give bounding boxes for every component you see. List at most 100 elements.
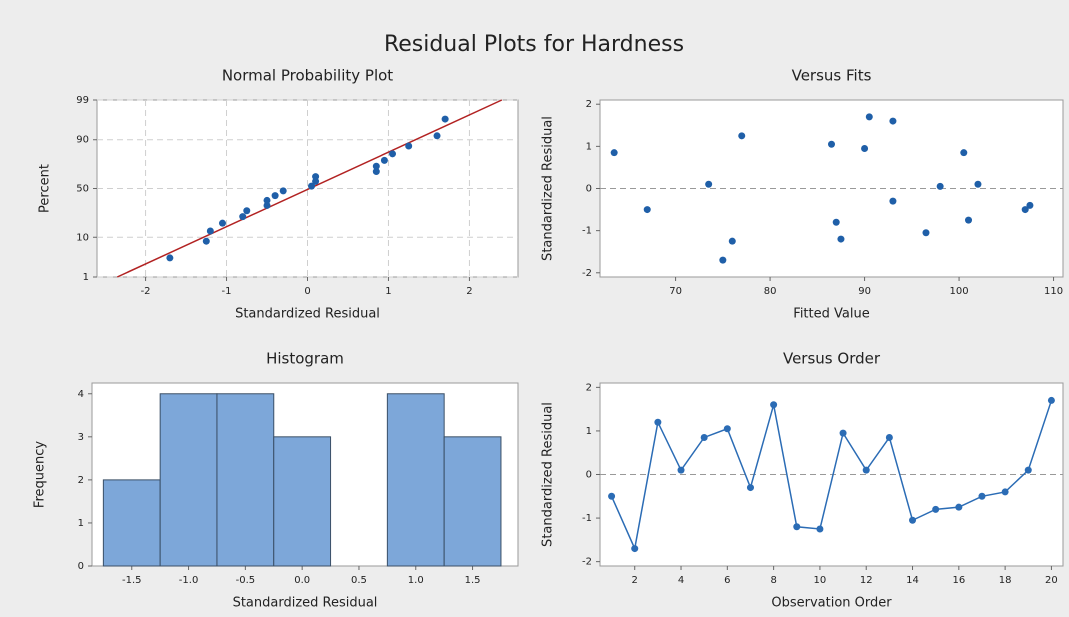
point	[861, 144, 869, 152]
y-axis-label: Standardized Residual	[541, 402, 556, 547]
x-tick-label: 20	[1045, 575, 1058, 586]
y-tick-label: -1	[582, 513, 592, 524]
y-tick-label: 10	[76, 232, 89, 243]
point	[218, 219, 226, 227]
y-tick-label: 0	[586, 184, 592, 195]
point	[728, 237, 736, 245]
point	[312, 177, 320, 185]
point	[643, 206, 651, 214]
x-axis-label: Fitted Value	[793, 307, 869, 322]
x-axis-label: Standardized Residual	[235, 307, 380, 322]
x-tick-label: 0	[304, 286, 310, 297]
point	[239, 213, 247, 221]
point	[243, 207, 251, 215]
x-tick-label: 80	[764, 286, 777, 297]
chart-title: Normal Probability Plot	[222, 67, 393, 85]
x-tick-label: 16	[952, 575, 965, 586]
point	[263, 201, 271, 209]
x-tick-label: 1	[385, 286, 391, 297]
point	[889, 117, 897, 125]
point	[865, 113, 873, 121]
y-tick-label: 1	[586, 141, 592, 152]
x-tick-label: 110	[1044, 286, 1063, 297]
x-tick-label: -1.5	[122, 575, 142, 586]
point	[909, 516, 917, 524]
y-tick-label: 0	[78, 561, 84, 572]
point	[978, 492, 986, 500]
x-tick-label: 4	[678, 575, 684, 586]
point	[955, 503, 963, 511]
point	[1021, 206, 1029, 214]
point	[279, 187, 287, 195]
x-tick-label: 0.0	[294, 575, 310, 586]
y-tick-label: -1	[582, 226, 592, 237]
y-tick-label: 99	[76, 95, 89, 106]
point	[1047, 396, 1055, 404]
point	[862, 466, 870, 474]
chart-title: Histogram	[266, 350, 344, 368]
x-tick-label: 18	[999, 575, 1012, 586]
x-tick-label: 8	[770, 575, 776, 586]
point	[700, 433, 708, 441]
y-tick-label: 4	[78, 389, 84, 400]
point	[433, 132, 441, 140]
histogram-bar	[216, 393, 275, 567]
y-tick-label: -2	[582, 268, 592, 279]
point	[922, 229, 930, 237]
x-tick-label: -0.5	[236, 575, 256, 586]
point	[719, 256, 727, 264]
point	[389, 150, 397, 158]
point	[816, 525, 824, 533]
x-tick-label: 2	[466, 286, 472, 297]
point	[885, 433, 893, 441]
x-tick-label: 70	[669, 286, 682, 297]
point	[380, 156, 388, 164]
chart-title: Versus Fits	[792, 67, 872, 85]
x-tick-label: 90	[858, 286, 871, 297]
y-axis-label: Percent	[38, 164, 53, 213]
y-tick-label: 90	[76, 135, 89, 146]
main-title: Residual Plots for Hardness	[384, 32, 684, 57]
point	[832, 218, 840, 226]
y-tick-label: 2	[586, 99, 592, 110]
x-tick-label: -1	[222, 286, 232, 297]
point	[960, 149, 968, 157]
y-axis-label: Standardized Residual	[541, 116, 556, 261]
y-tick-label: 2	[586, 382, 592, 393]
x-tick-label: 12	[860, 575, 873, 586]
line	[610, 400, 1053, 552]
point	[723, 425, 731, 433]
histogram-bar	[102, 479, 161, 567]
point	[372, 168, 380, 176]
x-tick-label: 10	[814, 575, 827, 586]
y-tick-label: 3	[78, 432, 84, 443]
histogram-bar	[443, 436, 502, 567]
point	[746, 484, 754, 492]
point	[308, 182, 316, 190]
point	[1026, 201, 1034, 209]
point	[263, 196, 271, 204]
point	[839, 429, 847, 437]
point	[1024, 466, 1032, 474]
histogram-bar	[159, 393, 218, 567]
point	[372, 162, 380, 170]
y-tick-label: -2	[582, 557, 592, 568]
chart-title: Versus Order	[783, 350, 881, 368]
point	[631, 545, 639, 553]
point	[405, 142, 413, 150]
point	[166, 254, 174, 262]
x-axis-label: Observation Order	[771, 596, 892, 611]
point	[738, 132, 746, 140]
point	[610, 149, 618, 157]
x-tick-label: 1.5	[465, 575, 481, 586]
x-tick-label: 6	[724, 575, 730, 586]
x-tick-label: 2	[632, 575, 638, 586]
x-tick-label: 100	[950, 286, 969, 297]
x-tick-label: -1.0	[179, 575, 199, 586]
point	[828, 140, 835, 148]
point	[441, 115, 449, 123]
y-tick-label: 1	[586, 426, 592, 437]
x-tick-label: 14	[906, 575, 919, 586]
point	[837, 235, 845, 243]
point	[677, 466, 685, 474]
